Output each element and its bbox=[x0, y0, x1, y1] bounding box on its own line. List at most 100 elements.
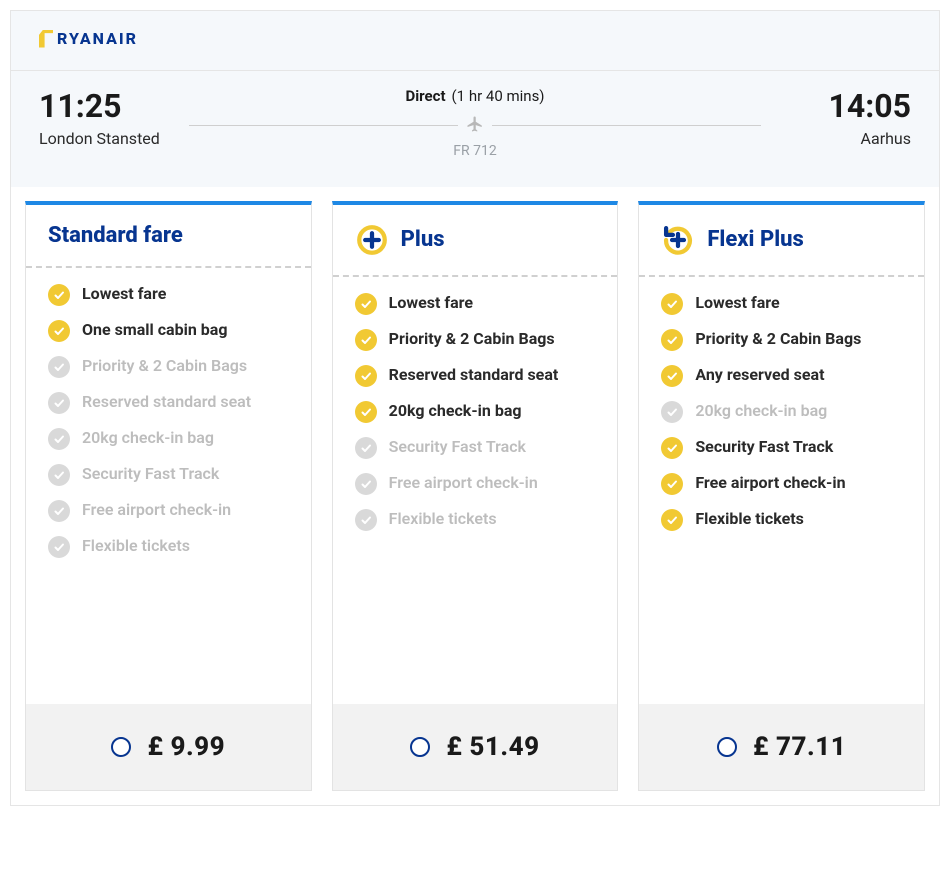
feature-flexible_tickets: Flexible tickets bbox=[355, 509, 596, 531]
feature-priority_2bags: Priority & 2 Cabin Bags bbox=[355, 329, 596, 351]
arrival-block: 14:05 Aarhus bbox=[761, 87, 911, 148]
check-icon bbox=[355, 293, 377, 315]
check-icon bbox=[355, 509, 377, 531]
feature-flexible_tickets: Flexible tickets bbox=[661, 509, 902, 531]
flexi-fare-icon bbox=[661, 223, 695, 257]
flight-summary: 11:25 London Stansted Direct (1 hr 40 mi… bbox=[11, 71, 939, 187]
plus-fare-icon bbox=[355, 223, 389, 257]
direct-label: Direct bbox=[405, 87, 445, 105]
departure-block: 11:25 London Stansted bbox=[39, 87, 189, 148]
feature-label: Any reserved seat bbox=[695, 365, 824, 386]
radio-icon bbox=[111, 737, 131, 757]
check-icon bbox=[48, 392, 70, 414]
feature-reserved_std_seat: Reserved standard seat bbox=[48, 392, 289, 414]
radio-icon bbox=[717, 737, 737, 757]
feature-checkin_bag_20kg: 20kg check-in bag bbox=[661, 401, 902, 423]
feature-label: Flexible tickets bbox=[82, 536, 190, 557]
fare-header: Standard fare bbox=[26, 205, 311, 268]
feature-flexible_tickets: Flexible tickets bbox=[48, 536, 289, 558]
fare-price: £ 51.49 bbox=[446, 732, 539, 762]
feature-label: Lowest fare bbox=[695, 293, 779, 314]
feature-label: Free airport check-in bbox=[695, 473, 845, 494]
select-fare-plus[interactable]: £ 51.49 bbox=[333, 704, 618, 790]
feature-lowest_fare: Lowest fare bbox=[48, 284, 289, 306]
airline-name: RYANAIR bbox=[57, 29, 138, 48]
feature-list: Lowest fare Priority & 2 Cabin Bags Reserv… bbox=[333, 287, 618, 704]
flight-fare-card: RYANAIR 11:25 London Stansted Direct (1 … bbox=[10, 10, 940, 806]
feature-label: Flexible tickets bbox=[389, 509, 497, 530]
select-fare-flexi[interactable]: £ 77.11 bbox=[639, 704, 924, 790]
airline-logo: RYANAIR bbox=[39, 29, 138, 48]
check-icon bbox=[355, 329, 377, 351]
departure-airport: London Stansted bbox=[39, 129, 189, 148]
check-icon bbox=[661, 437, 683, 459]
check-icon bbox=[661, 473, 683, 495]
feature-label: Free airport check-in bbox=[82, 500, 231, 521]
check-icon bbox=[48, 320, 70, 342]
feature-label: 20kg check-in bag bbox=[82, 428, 214, 449]
feature-reserved_std_seat: Reserved standard seat bbox=[355, 365, 596, 387]
feature-label: 20kg check-in bag bbox=[695, 401, 827, 422]
route-center: Direct (1 hr 40 mins) FR 712 bbox=[189, 87, 761, 159]
feature-list: Lowest fare One small cabin bag Priority &… bbox=[26, 278, 311, 704]
fare-column-standard: Standard fare Lowest fare One small cabin … bbox=[25, 201, 312, 791]
feature-label: Reserved standard seat bbox=[389, 365, 559, 386]
check-icon bbox=[661, 365, 683, 387]
arrival-time: 14:05 bbox=[829, 87, 911, 125]
feature-priority_2bags: Priority & 2 Cabin Bags bbox=[48, 356, 289, 378]
check-icon bbox=[355, 473, 377, 495]
feature-label: Reserved standard seat bbox=[82, 392, 251, 413]
harp-icon bbox=[39, 30, 53, 48]
check-icon bbox=[48, 428, 70, 450]
feature-label: Priority & 2 Cabin Bags bbox=[389, 329, 555, 350]
feature-label: Priority & 2 Cabin Bags bbox=[695, 329, 861, 350]
feature-label: Security Fast Track bbox=[695, 437, 833, 458]
check-icon bbox=[355, 437, 377, 459]
feature-fast_track: Security Fast Track bbox=[661, 437, 902, 459]
feature-checkin_bag_20kg: 20kg check-in bag bbox=[355, 401, 596, 423]
feature-checkin_bag_20kg: 20kg check-in bag bbox=[48, 428, 289, 450]
feature-priority_2bags: Priority & 2 Cabin Bags bbox=[661, 329, 902, 351]
feature-fast_track: Security Fast Track bbox=[48, 464, 289, 486]
feature-list: Lowest fare Priority & 2 Cabin Bags Any re… bbox=[639, 287, 924, 704]
check-icon bbox=[661, 401, 683, 423]
radio-icon bbox=[410, 737, 430, 757]
feature-free_airport_checkin: Free airport check-in bbox=[661, 473, 902, 495]
fare-price: £ 77.11 bbox=[753, 732, 846, 762]
feature-label: Lowest fare bbox=[389, 293, 473, 314]
feature-label: Lowest fare bbox=[82, 284, 166, 305]
feature-label: Priority & 2 Cabin Bags bbox=[82, 356, 247, 377]
fare-title: Standard fare bbox=[48, 223, 183, 248]
route-line bbox=[189, 115, 761, 137]
check-icon bbox=[48, 464, 70, 486]
fare-header: Plus bbox=[333, 205, 618, 277]
duration-label: (1 hr 40 mins) bbox=[452, 87, 545, 105]
check-icon bbox=[48, 284, 70, 306]
fare-column-plus: Plus Lowest fare Priority & 2 Cabin Bags Re… bbox=[332, 201, 619, 791]
feature-one_small_bag: One small cabin bag bbox=[48, 320, 289, 342]
feature-free_airport_checkin: Free airport check-in bbox=[48, 500, 289, 522]
check-icon bbox=[355, 401, 377, 423]
route-meta: Direct (1 hr 40 mins) bbox=[405, 87, 544, 105]
flight-number: FR 712 bbox=[453, 143, 496, 159]
fare-title: Plus bbox=[401, 227, 445, 252]
departure-time: 11:25 bbox=[39, 87, 189, 125]
feature-fast_track: Security Fast Track bbox=[355, 437, 596, 459]
airplane-icon bbox=[466, 115, 484, 137]
check-icon bbox=[661, 329, 683, 351]
arrival-airport: Aarhus bbox=[861, 129, 911, 148]
feature-label: Flexible tickets bbox=[695, 509, 804, 530]
check-icon bbox=[48, 536, 70, 558]
check-icon bbox=[661, 509, 683, 531]
fare-price: £ 9.99 bbox=[147, 732, 225, 762]
feature-label: Free airport check-in bbox=[389, 473, 538, 494]
check-icon bbox=[48, 500, 70, 522]
fare-column-flexi: Flexi Plus Lowest fare Priority & 2 Cabin … bbox=[638, 201, 925, 791]
select-fare-standard[interactable]: £ 9.99 bbox=[26, 704, 311, 790]
airline-header: RYANAIR bbox=[11, 11, 939, 71]
fare-title: Flexi Plus bbox=[707, 227, 803, 252]
feature-label: One small cabin bag bbox=[82, 320, 227, 341]
feature-label: Security Fast Track bbox=[82, 464, 219, 485]
feature-any_reserved_seat: Any reserved seat bbox=[661, 365, 902, 387]
feature-lowest_fare: Lowest fare bbox=[355, 293, 596, 315]
